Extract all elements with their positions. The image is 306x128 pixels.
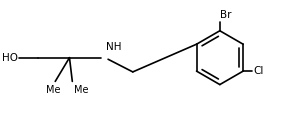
Text: NH: NH	[106, 42, 121, 52]
Text: HO: HO	[2, 53, 18, 63]
Text: Br: Br	[220, 10, 231, 20]
Text: Me: Me	[47, 85, 61, 95]
Text: Me: Me	[74, 85, 88, 95]
Text: Cl: Cl	[254, 66, 264, 76]
